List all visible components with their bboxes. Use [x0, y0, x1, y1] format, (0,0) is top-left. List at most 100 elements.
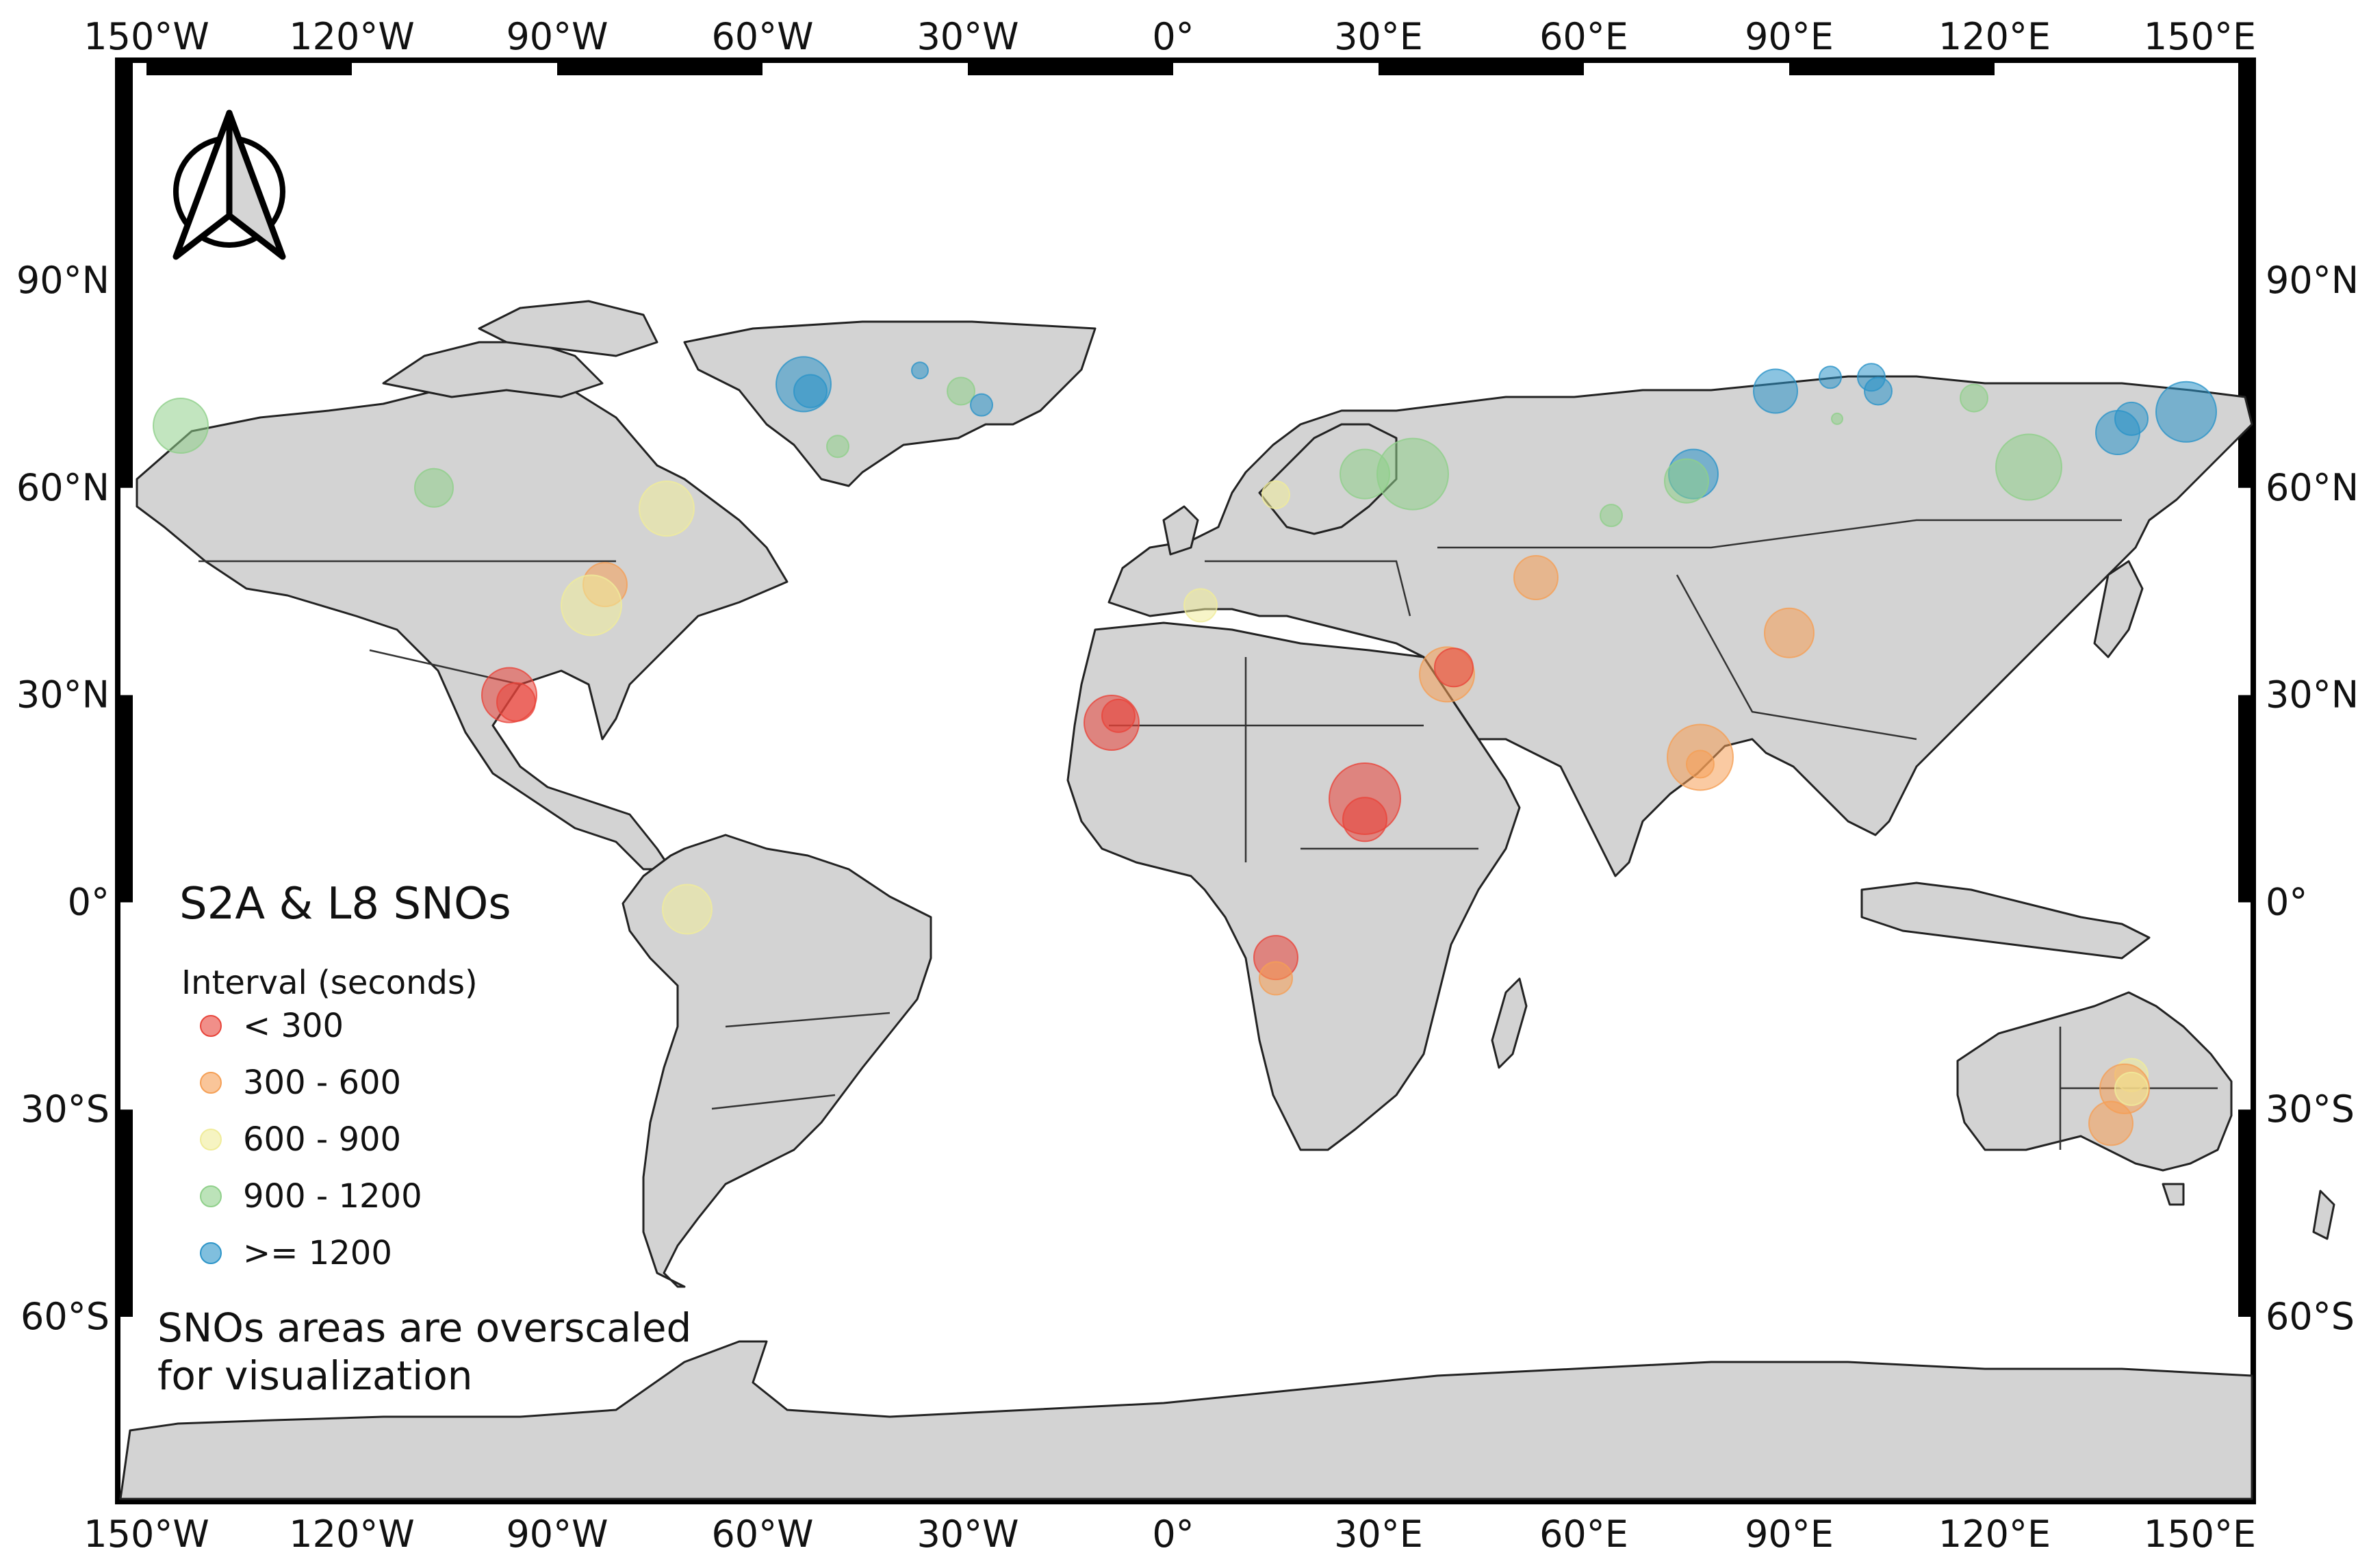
sno-marker — [639, 480, 695, 537]
sno-layer — [153, 356, 2217, 1146]
legend-swatch — [200, 1072, 222, 1094]
legend-items: < 300 300 - 600 600 - 900 900 - 1200 >= 1200 — [200, 1007, 422, 1272]
frame-bar-top — [146, 60, 352, 75]
sno-marker — [911, 361, 929, 380]
sno-marker — [414, 467, 454, 508]
lon-label-top: 90°W — [506, 15, 608, 58]
canadian-arctic-land-north — [478, 300, 658, 357]
legend-swatch — [200, 1129, 222, 1151]
frame-bar-left — [118, 695, 133, 903]
legend-label: 900 - 1200 — [243, 1177, 422, 1216]
sno-marker — [561, 574, 622, 637]
note-line-1: SNOs areas are overscaled — [157, 1304, 691, 1351]
lon-label-top: 30°W — [917, 15, 1018, 58]
lat-label-left: 30°S — [21, 1088, 110, 1131]
frame-bar-right — [2238, 60, 2253, 281]
lat-label-left: 60°N — [16, 466, 110, 509]
sno-marker — [1960, 383, 1988, 413]
lon-label-top: 120°W — [289, 15, 414, 58]
lat-label-right: 60°S — [2266, 1295, 2355, 1338]
sno-marker — [1819, 365, 1842, 389]
legend-subtitle: Interval (seconds) — [181, 964, 478, 1002]
sno-marker — [2114, 1071, 2149, 1106]
sno-marker — [1686, 749, 1715, 779]
lat-label-left: 60°S — [21, 1295, 110, 1338]
sno-marker — [153, 397, 209, 454]
frame-bar-top — [1789, 60, 1995, 75]
sno-marker — [1995, 433, 2062, 501]
sno-marker — [662, 884, 713, 935]
lat-label-left: 0° — [68, 880, 110, 923]
legend-title: S2A & L8 SNOs — [179, 879, 511, 929]
sno-marker — [1101, 698, 1136, 733]
sno-marker — [1183, 588, 1218, 623]
legend-label: 600 - 900 — [243, 1120, 401, 1159]
lon-label-bottom: 90°W — [506, 1513, 608, 1556]
frame-bar-left — [118, 1109, 133, 1317]
madagascar-land — [1491, 977, 1528, 1069]
new-zealand-land — [2312, 1190, 2335, 1240]
sno-marker — [1342, 797, 1387, 843]
lat-labels-left: 90°N 60°N 30°N 0° 30°S 60°S — [16, 259, 110, 1338]
sno-marker — [496, 682, 536, 722]
australia-land — [1956, 991, 2233, 1172]
sno-marker — [1259, 961, 1293, 996]
lon-label-bottom: 30°W — [917, 1513, 1018, 1556]
lon-label-bottom: 60°E — [1539, 1513, 1628, 1556]
sno-marker — [1831, 412, 1843, 425]
lon-label-top: 30°E — [1334, 15, 1423, 58]
indonesia-land — [1860, 882, 2151, 960]
sno-marker — [1600, 504, 1623, 528]
lon-labels-bottom: 150°W 120°W 90°W 60°W 30°W 0° 30°E 60°E 90°E 120°… — [84, 1513, 2256, 1556]
lon-label-bottom: 0° — [1152, 1513, 1194, 1556]
lat-label-right: 30°S — [2266, 1088, 2355, 1131]
legend-swatch — [200, 1185, 222, 1207]
sno-marker — [947, 376, 975, 406]
sno-marker — [2088, 1101, 2133, 1146]
sno-marker — [1513, 555, 1559, 601]
legend-label: >= 1200 — [243, 1234, 392, 1272]
lon-label-bottom: 30°E — [1334, 1513, 1423, 1556]
sno-marker — [1753, 368, 1798, 414]
sno-marker — [1664, 458, 1709, 504]
legend-label: < 300 — [243, 1007, 344, 1045]
lat-label-right: 90°N — [2266, 259, 2359, 302]
lon-label-top: 150°E — [2144, 15, 2256, 58]
border-sa-2 — [711, 1094, 836, 1110]
canadian-arctic-land — [382, 341, 604, 398]
frame-bar-right — [2238, 1109, 2253, 1317]
sno-marker — [793, 374, 828, 409]
lon-label-top: 90°E — [1745, 15, 1834, 58]
legend-swatch — [200, 1015, 222, 1037]
frame-bar-right — [2238, 695, 2253, 903]
land-group — [119, 300, 2335, 1500]
lat-label-right: 0° — [2266, 880, 2307, 923]
border-china — [1676, 574, 1917, 741]
lon-label-bottom: 120°W — [289, 1513, 414, 1556]
sno-marker — [1764, 607, 1815, 658]
lon-label-top: 0° — [1152, 15, 1194, 58]
sno-marker — [2155, 381, 2217, 443]
border-sa-1 — [725, 1012, 890, 1028]
lat-label-left: 90°N — [16, 259, 110, 302]
lon-label-bottom: 150°E — [2144, 1513, 2256, 1556]
lon-label-bottom: 150°W — [84, 1513, 209, 1556]
legend-swatch — [200, 1242, 222, 1264]
south-america-land — [621, 834, 932, 1288]
sno-marker — [1340, 448, 1390, 500]
lon-label-bottom: 90°E — [1745, 1513, 1834, 1556]
lon-label-bottom: 120°E — [1938, 1513, 2051, 1556]
border-russia-south — [1437, 519, 2122, 549]
british-isles-land — [1162, 505, 1199, 556]
lon-label-top: 150°W — [84, 15, 209, 58]
sno-marker — [1261, 480, 1290, 509]
frame-bar-left — [118, 60, 133, 281]
lat-label-right: 60°N — [2266, 466, 2359, 509]
lon-label-top: 120°E — [1938, 15, 2051, 58]
frame-bar-top — [1379, 60, 1584, 75]
legend-label: 300 - 600 — [243, 1064, 401, 1102]
note-line-2: for visualization — [157, 1352, 472, 1399]
frame-bar-left — [118, 281, 133, 488]
lon-label-top: 60°W — [711, 15, 813, 58]
